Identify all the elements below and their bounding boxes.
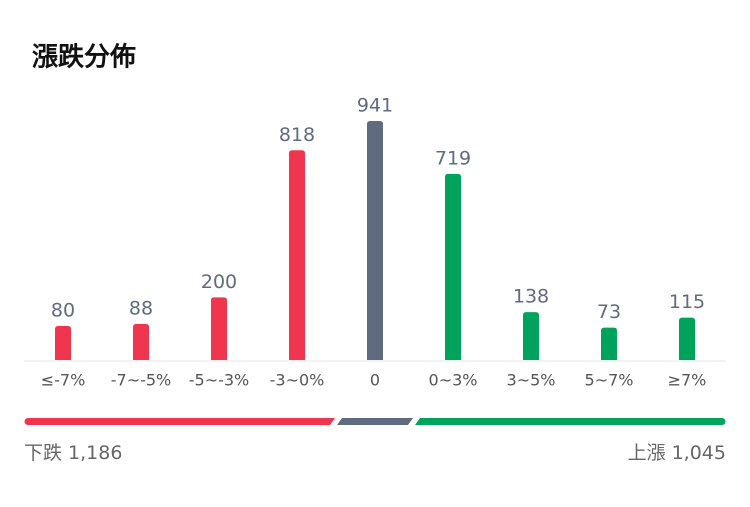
flat-bar [337,418,413,425]
bar [679,317,695,360]
down-count: 1,186 [68,442,122,464]
x-tick-label: 3~5% [507,371,556,390]
down-bar-cap [24,418,32,425]
up-label: 上漲 1,045 [628,442,726,464]
x-tick-label: 5~7% [585,371,634,390]
up-bar [415,418,722,425]
value-label: 200 [201,271,237,293]
chart-title: 漲跌分佈 [32,42,136,73]
bar [523,312,539,360]
up-count: 1,045 [672,442,726,464]
x-tick-label: 0 [370,371,380,390]
value-label: 80 [51,299,75,321]
bar [289,150,305,360]
down-bar [28,418,335,425]
value-label: 818 [279,124,315,146]
x-tick-label: -3~0% [270,371,325,390]
bar [55,325,71,360]
bar [367,121,383,360]
bar [601,327,617,360]
x-tick-label: -5~-3% [189,371,250,390]
down-label-text: 下跌 [24,442,62,464]
up-label-text: 上漲 [628,442,666,464]
down-label: 下跌 1,186 [24,442,122,464]
x-tick-label: ≤-7% [41,371,86,390]
value-label: 138 [513,286,549,308]
value-label: 719 [435,147,471,169]
x-tick-label: 0~3% [429,371,478,390]
value-label: 941 [357,95,393,117]
bar [133,324,149,360]
bar [211,297,227,360]
value-label: 73 [597,301,621,323]
value-label: 115 [669,291,705,313]
value-label: 88 [129,298,153,320]
bar [445,173,461,360]
x-tick-label: ≥7% [668,371,707,390]
x-tick-label: -7~-5% [111,371,172,390]
up-bar-cap [718,418,726,425]
